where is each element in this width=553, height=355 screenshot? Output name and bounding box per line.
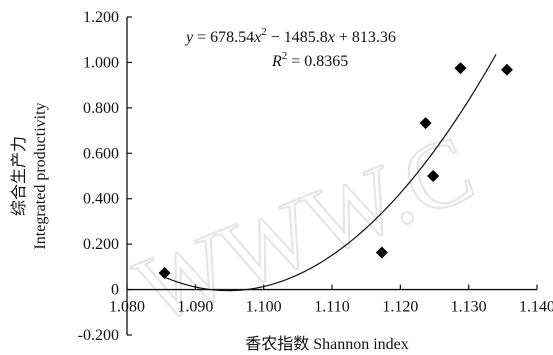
eq-coef-b: − 1485.8	[267, 29, 328, 46]
data-point	[419, 117, 432, 130]
x-tick-label: 1.120	[382, 299, 418, 316]
x-tick-label: 1.130	[451, 299, 487, 316]
data-point	[500, 63, 513, 76]
x-ticks: 1.080 1.090 1.100 1.110 1.120 1.130 1.140	[109, 284, 553, 316]
eq-sup1: 2	[261, 26, 267, 38]
y-tick-label: 1.200	[83, 9, 119, 26]
y-ticks: -0.200 0 0.200 0.400 0.600 0.800 1.000 1.200	[78, 9, 132, 344]
y-tick-label: 1.000	[83, 54, 119, 71]
y-tick-label: 0.800	[83, 100, 119, 117]
x-tick-label: 1.090	[177, 299, 213, 316]
y-tick-label: 0.600	[83, 145, 119, 162]
y-tick-label: -0.200	[78, 327, 119, 344]
eq-x1: x	[253, 29, 261, 46]
eq-y: y	[184, 29, 194, 46]
y-tick-label: 0.200	[83, 236, 119, 253]
r2-label: R2 = 0.8365	[271, 50, 348, 70]
r2-r: R	[271, 53, 282, 70]
y-tick-label: 0	[111, 282, 119, 299]
eq-coef-c: + 813.36	[335, 29, 396, 46]
fit-curve	[164, 54, 497, 292]
data-point	[427, 170, 440, 182]
y-tick-label: 0.400	[83, 191, 119, 208]
data-point	[454, 62, 467, 75]
x-axis-title: 香农指数 Shannon index	[245, 335, 409, 353]
data-point	[158, 266, 171, 279]
plot-area: -0.200 0 0.200 0.400 0.600 0.800 1.000 1.200 1.…	[78, 9, 553, 344]
x-tick-label: 1.100	[246, 299, 282, 316]
x-tick-label: 1.110	[314, 299, 349, 316]
r2-value: = 0.8365	[287, 53, 348, 70]
y-axis-title-en: Integrated productivity	[32, 102, 49, 249]
data-point	[375, 246, 388, 259]
r2-sup: 2	[282, 50, 288, 62]
y-axis-title-cn: 综合生产力	[10, 136, 28, 216]
eq-x2: x	[327, 29, 335, 46]
eq-coef-a: = 678.54	[193, 29, 254, 46]
x-tick-label: 1.140	[519, 299, 553, 316]
data-points	[158, 62, 513, 279]
x-tick-label: 1.080	[109, 299, 145, 316]
fit-equation: y = 678.54x2 − 1485.8x + 813.36	[184, 26, 396, 46]
